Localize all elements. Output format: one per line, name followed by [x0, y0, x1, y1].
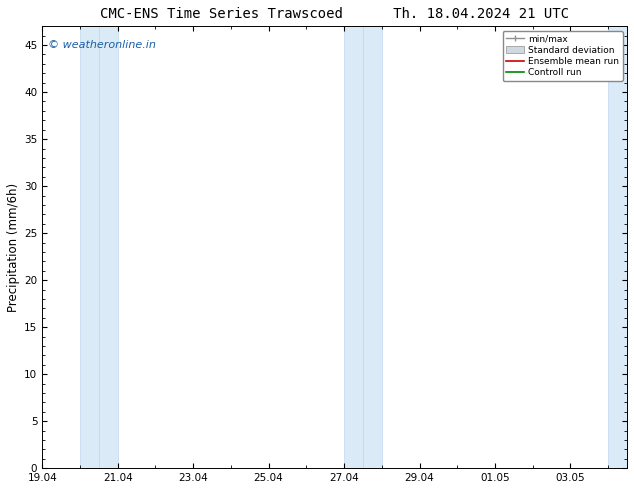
- Text: © weatheronline.in: © weatheronline.in: [48, 40, 156, 49]
- Bar: [608, 26, 627, 468]
- Bar: [344, 26, 363, 468]
- Bar: [363, 26, 382, 468]
- Legend: min/max, Standard deviation, Ensemble mean run, Controll run: min/max, Standard deviation, Ensemble me…: [503, 31, 623, 81]
- Bar: [99, 26, 118, 468]
- Title: CMC-ENS Time Series Trawscoed      Th. 18.04.2024 21 UTC: CMC-ENS Time Series Trawscoed Th. 18.04.…: [100, 7, 569, 21]
- Bar: [80, 26, 99, 468]
- Y-axis label: Precipitation (mm/6h): Precipitation (mm/6h): [7, 183, 20, 312]
